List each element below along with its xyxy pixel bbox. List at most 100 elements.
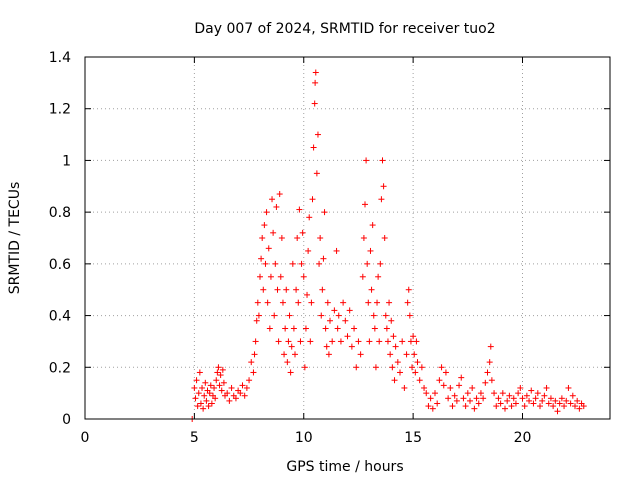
- data-point: [243, 384, 250, 391]
- data-point: [325, 351, 332, 358]
- data-point: [298, 260, 305, 267]
- data-point: [314, 131, 321, 138]
- data-point: [323, 343, 330, 350]
- data-point: [486, 359, 493, 366]
- data-point: [401, 384, 408, 391]
- data-point: [418, 364, 425, 371]
- data-point: [445, 395, 452, 402]
- data-point: [449, 403, 456, 410]
- data-point: [203, 397, 210, 404]
- data-point: [508, 403, 515, 410]
- data-point: [334, 325, 341, 332]
- data-point: [353, 364, 360, 371]
- data-point: [348, 343, 355, 350]
- data-point: [288, 343, 295, 350]
- data-point: [545, 400, 552, 407]
- data-point: [477, 390, 484, 397]
- y-tick-label: 0.8: [49, 205, 71, 221]
- data-point: [276, 191, 283, 198]
- data-point: [493, 403, 500, 410]
- data-point: [414, 359, 421, 366]
- data-point: [201, 392, 208, 399]
- data-point: [253, 317, 260, 324]
- data-point: [375, 273, 382, 280]
- data-point: [569, 392, 576, 399]
- data-point: [380, 183, 387, 190]
- data-point: [295, 299, 302, 306]
- data-point: [197, 400, 204, 407]
- data-point: [346, 307, 353, 314]
- data-point: [482, 379, 489, 386]
- y-tick-label: 1.4: [49, 50, 71, 66]
- data-point: [304, 291, 311, 298]
- data-point: [383, 325, 390, 332]
- data-point: [248, 359, 255, 366]
- data-point: [214, 369, 221, 376]
- data-point: [320, 255, 327, 262]
- data-point: [394, 359, 401, 366]
- data-point: [333, 247, 340, 254]
- data-point: [460, 395, 467, 402]
- data-point: [252, 338, 259, 345]
- data-point: [366, 338, 373, 345]
- data-point: [205, 403, 212, 410]
- data-point: [302, 325, 309, 332]
- data-point: [286, 312, 293, 319]
- data-point: [526, 397, 533, 404]
- data-point: [367, 247, 374, 254]
- data-point: [192, 395, 199, 402]
- data-point: [429, 405, 436, 412]
- data-point: [464, 390, 471, 397]
- chart-title: Day 007 of 2024, SRMTID for receiver tuo…: [194, 21, 495, 37]
- data-point: [331, 307, 338, 314]
- data-point: [360, 235, 367, 241]
- data-point: [427, 395, 434, 402]
- data-point: [413, 338, 420, 345]
- data-point: [217, 372, 224, 379]
- data-point: [254, 299, 261, 306]
- data-point: [499, 390, 506, 397]
- data-point: [322, 325, 329, 332]
- data-point: [412, 369, 419, 376]
- data-point: [216, 382, 223, 389]
- data-point: [473, 395, 480, 402]
- data-point: [530, 400, 537, 407]
- data-point: [296, 206, 303, 213]
- data-point: [237, 390, 244, 397]
- y-tick-label: 0: [62, 412, 71, 428]
- data-point: [297, 338, 304, 345]
- data-point: [517, 384, 524, 391]
- data-point: [491, 390, 498, 397]
- data-point: [447, 384, 454, 391]
- data-point: [261, 222, 268, 229]
- data-point: [389, 364, 396, 371]
- data-point: [317, 235, 324, 241]
- data-point: [432, 390, 438, 397]
- data-point: [273, 203, 280, 210]
- data-point: [292, 351, 298, 358]
- data-point: [195, 390, 202, 397]
- data-point: [523, 392, 530, 399]
- data-point: [344, 333, 351, 340]
- data-point: [337, 338, 344, 345]
- data-point: [442, 369, 449, 376]
- data-point: [550, 403, 557, 410]
- data-point: [504, 397, 511, 404]
- data-point: [342, 317, 349, 324]
- data-point: [387, 351, 394, 358]
- data-point: [532, 395, 539, 402]
- data-point: [407, 338, 414, 345]
- x-tick-label: 5: [190, 430, 199, 446]
- data-point: [327, 317, 333, 324]
- data-point: [406, 312, 413, 319]
- data-point: [554, 408, 561, 415]
- data-point: [212, 395, 219, 402]
- data-point: [264, 299, 271, 306]
- data-point: [312, 79, 319, 86]
- data-point: [329, 338, 336, 345]
- data-point: [289, 260, 296, 267]
- data-point: [411, 351, 418, 358]
- data-point: [363, 157, 370, 164]
- data-point: [563, 397, 570, 404]
- data-point: [365, 299, 372, 306]
